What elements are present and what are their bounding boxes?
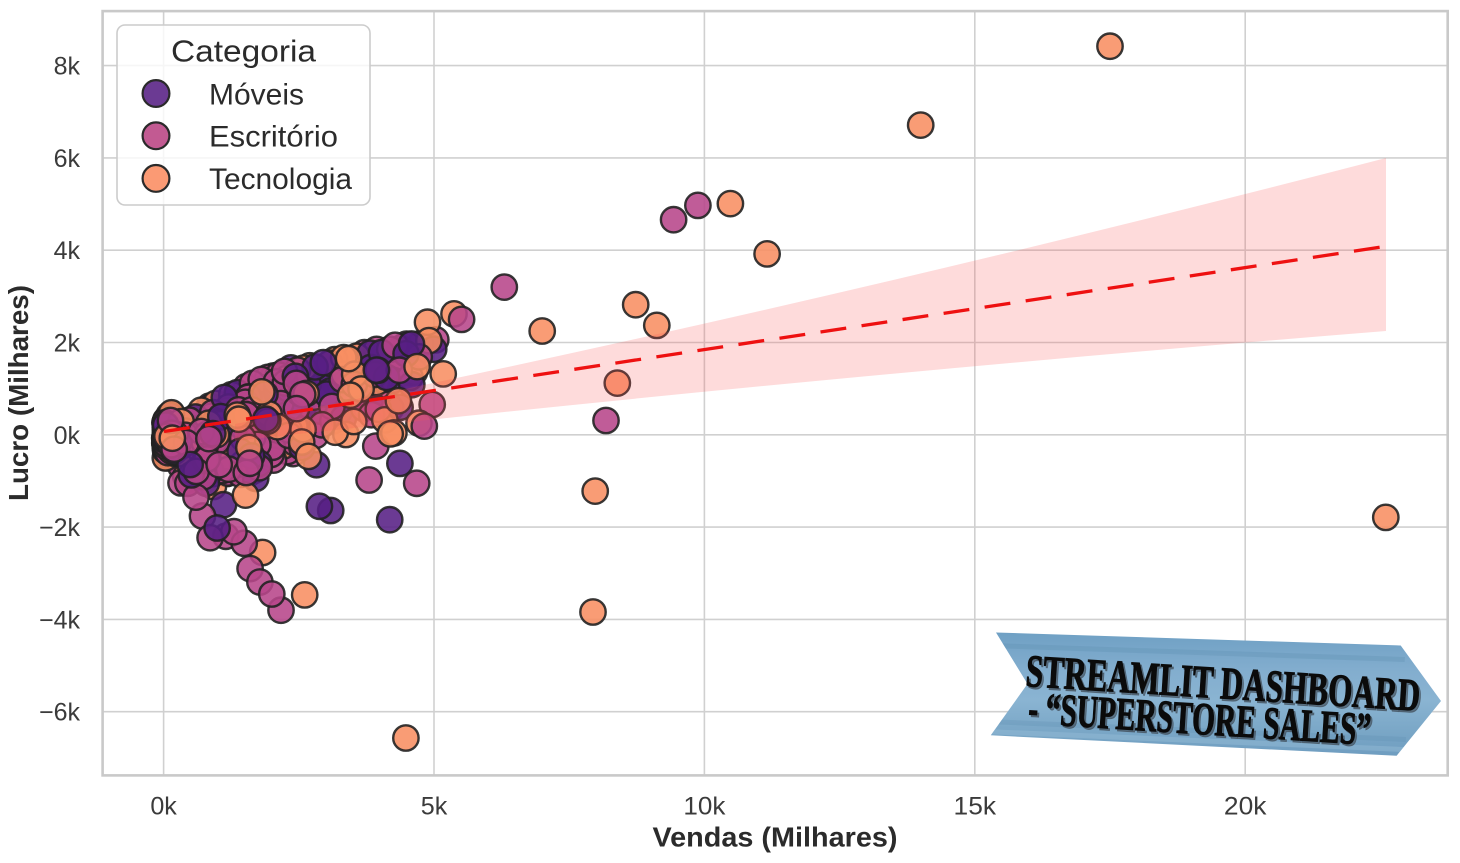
- svg-text:Tecnologia: Tecnologia: [209, 163, 352, 196]
- svg-text:8k: 8k: [54, 53, 81, 81]
- svg-text:Vendas (Milhares): Vendas (Milhares): [653, 822, 898, 853]
- svg-text:5k: 5k: [421, 793, 448, 821]
- svg-text:Escritório: Escritório: [209, 121, 338, 154]
- svg-text:15k: 15k: [954, 793, 997, 821]
- svg-text:Móveis: Móveis: [209, 78, 304, 111]
- svg-text:2k: 2k: [54, 330, 81, 358]
- svg-text:0k: 0k: [54, 422, 81, 450]
- svg-text:6k: 6k: [54, 145, 81, 173]
- svg-text:−4k: −4k: [39, 606, 81, 634]
- svg-text:20k: 20k: [1224, 793, 1267, 821]
- svg-text:−2k: −2k: [39, 514, 81, 542]
- svg-text:4k: 4k: [54, 237, 81, 265]
- svg-text:10k: 10k: [683, 793, 726, 821]
- svg-text:Lucro (Milhares): Lucro (Milhares): [3, 285, 34, 501]
- svg-text:−6k: −6k: [39, 699, 81, 727]
- svg-text:Categoria: Categoria: [171, 34, 317, 69]
- svg-text:0k: 0k: [150, 793, 177, 821]
